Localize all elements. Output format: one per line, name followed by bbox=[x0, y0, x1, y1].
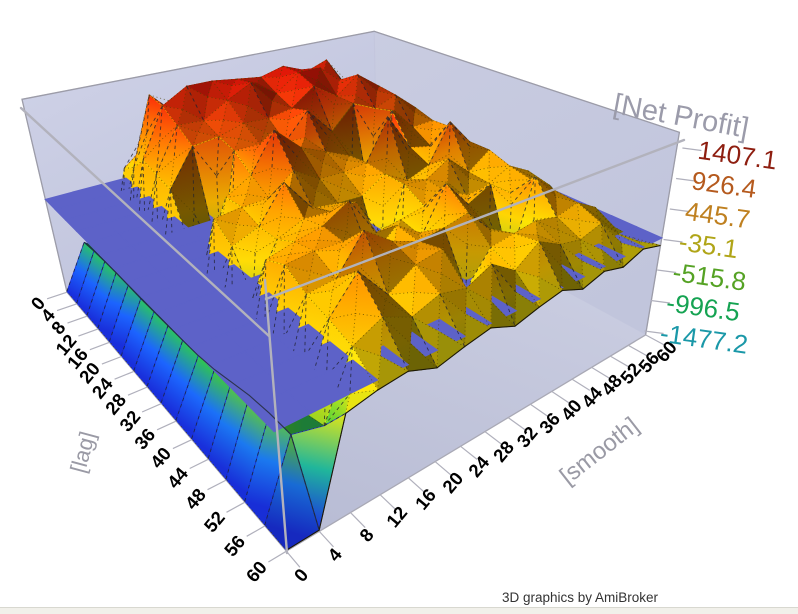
svg-text:3D graphics by AmiBroker: 3D graphics by AmiBroker bbox=[502, 590, 659, 605]
